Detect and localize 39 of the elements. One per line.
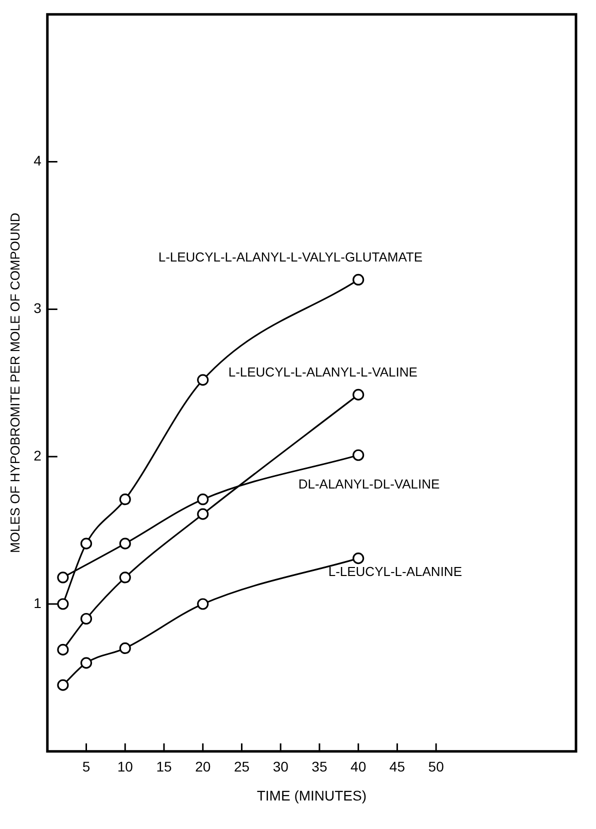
x-tick-label: 35 (312, 758, 328, 775)
text: L-LEUCYL-L-ALANYL-L-VALYL-GLUTAMATE (158, 249, 423, 264)
point (57, 598, 69, 610)
point (197, 374, 209, 386)
point (197, 494, 209, 506)
point (57, 679, 69, 691)
y-axis-title: MOLES OF HYPOBROMITE PER MOLE OF COMPOUND (7, 212, 22, 553)
point (57, 572, 69, 584)
x-tick-label: 5 (82, 758, 90, 775)
y-tick-label: 3 (34, 300, 42, 316)
x-tick-label: 20 (195, 758, 211, 775)
x-tick-label: 40 (350, 758, 366, 775)
point (119, 572, 131, 584)
point (352, 449, 364, 461)
point (119, 538, 131, 550)
x-axis-title: TIME (MINUTES) (256, 787, 367, 804)
point (80, 538, 92, 550)
x-tick-label: 30 (272, 758, 289, 775)
series-label: L-LEUCYL-L-ALANINE (328, 564, 462, 579)
point (352, 274, 364, 286)
x-tick-label: 45 (389, 758, 406, 775)
y-tick-label: 2 (34, 447, 42, 464)
point (57, 644, 69, 656)
point (119, 494, 131, 506)
point (80, 657, 92, 669)
point (197, 598, 209, 610)
text: L-LEUCYL-L-ALANYL-L-VALINE (228, 364, 418, 380)
y-tick-label: 4 (34, 152, 42, 169)
point (197, 508, 209, 520)
y-tick-label: 1 (34, 594, 42, 611)
x-tick-label: 25 (234, 758, 250, 775)
point (352, 388, 364, 400)
series-label: DL-ALANYL-DL-VALINE (298, 476, 440, 492)
x-tick-label: 15 (156, 758, 172, 775)
point (352, 552, 364, 564)
point (80, 612, 92, 625)
x-tick-label: 50 (428, 758, 444, 775)
x-tick-label: 10 (117, 758, 134, 775)
point (119, 642, 131, 654)
